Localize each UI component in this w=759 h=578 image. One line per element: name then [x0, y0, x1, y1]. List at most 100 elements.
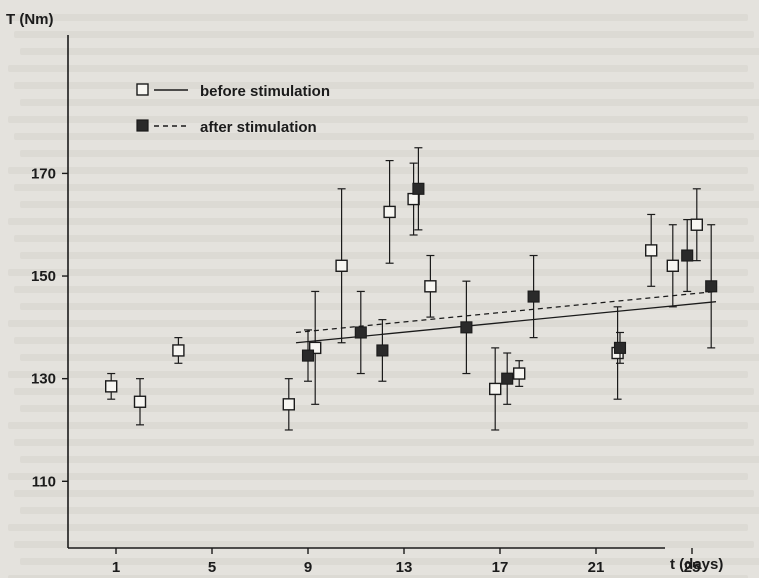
- after-stimulation-point: [705, 224, 718, 349]
- open-square-marker: [335, 259, 348, 272]
- before-stimulation-point: [383, 159, 396, 264]
- after-stimulation-point: [613, 331, 627, 364]
- background-texture-line: [14, 31, 754, 38]
- background-texture-line: [14, 235, 754, 242]
- before-stimulation-point: [104, 372, 118, 400]
- x-tick-label: 21: [588, 559, 605, 576]
- x-tick-label: 1: [112, 559, 120, 576]
- background-texture-line: [8, 320, 748, 327]
- open-square-marker: [424, 280, 437, 293]
- open-square-marker: [383, 205, 396, 219]
- background-texture-line: [8, 473, 748, 480]
- before-stimulation-point: [424, 254, 437, 318]
- before-stimulation-point: [489, 347, 502, 431]
- before-stimulation-point: [407, 162, 420, 236]
- background-texture-line: [8, 524, 748, 531]
- filled-square-marker: [301, 349, 315, 362]
- axis-ticks: 110 130 150 170 1 5 9 13 17 21 25: [31, 165, 700, 576]
- y-tick-label: 150: [31, 268, 56, 285]
- legend-label-after: after stimulation: [200, 119, 317, 136]
- before-stimulation-point: [309, 290, 322, 405]
- x-tick-label: 5: [208, 559, 216, 576]
- axes: T (Nm) t (days): [6, 11, 723, 573]
- background-texture-line: [8, 14, 748, 21]
- before-stimulation-point: [172, 337, 185, 364]
- background-texture-line: [14, 541, 754, 548]
- background-texture-line: [14, 388, 754, 395]
- background-texture-line: [20, 507, 759, 514]
- background-texture-line: [20, 456, 759, 463]
- before-stimulation-point: [645, 213, 658, 287]
- background-texture-line: [14, 286, 754, 293]
- filled-square-marker: [613, 341, 627, 354]
- open-square-marker: [282, 398, 295, 411]
- background-texture-line: [8, 269, 748, 276]
- open-square-marker: [489, 382, 502, 396]
- open-square-marker: [645, 244, 658, 257]
- filled-square-marker: [460, 321, 473, 334]
- data-points: [104, 147, 718, 431]
- background-texture-line: [14, 82, 754, 89]
- x-tick-label: 17: [492, 559, 509, 576]
- background-text-texture: [8, 14, 759, 578]
- background-texture-line: [20, 150, 759, 157]
- open-square-marker: [104, 380, 118, 393]
- background-texture-line: [20, 354, 759, 361]
- background-texture-line: [20, 558, 759, 565]
- y-tick-label: 170: [31, 165, 56, 182]
- y-axis-label: T (Nm): [6, 11, 54, 28]
- background-texture-line: [8, 65, 748, 72]
- after-stimulation-point: [460, 280, 473, 375]
- background-texture-line: [14, 184, 754, 191]
- after-stimulation-point: [681, 218, 694, 293]
- x-axis-label: t (days): [670, 556, 723, 573]
- background-texture-line: [8, 422, 748, 429]
- background-texture-line: [8, 116, 748, 123]
- background-texture-line: [14, 439, 754, 446]
- open-square-marker: [172, 344, 185, 357]
- x-tick-label: 9: [304, 559, 312, 576]
- before-stimulation-point: [513, 360, 526, 387]
- background-texture-line: [14, 133, 754, 140]
- trend-line: [295, 290, 717, 334]
- after-stimulation-point: [376, 319, 389, 382]
- filled-square-marker: [412, 182, 425, 195]
- legend-filled-square-icon: [136, 119, 149, 132]
- filled-square-marker: [501, 372, 514, 385]
- before-stimulation-point: [335, 188, 348, 344]
- open-square-marker: [690, 218, 703, 231]
- after-stimulation-point: [501, 352, 514, 405]
- legend: before stimulation after stimulation: [136, 83, 330, 136]
- background-texture-line: [20, 48, 759, 55]
- filled-square-marker: [681, 249, 694, 262]
- before-stimulation-point: [133, 378, 147, 426]
- legend-label-before: before stimulation: [200, 83, 330, 100]
- x-tick-label: 13: [396, 559, 413, 576]
- background-texture-line: [8, 575, 748, 578]
- open-square-marker: [133, 395, 147, 408]
- after-stimulation-point: [354, 290, 367, 375]
- open-square-marker: [666, 259, 679, 272]
- background-texture-line: [14, 337, 754, 344]
- filled-square-marker: [705, 280, 718, 293]
- background-texture-line: [20, 405, 759, 412]
- background-texture-line: [8, 167, 748, 174]
- open-square-marker: [407, 192, 420, 206]
- open-square-marker: [309, 341, 322, 355]
- before-stimulation-point: [690, 188, 703, 262]
- filled-square-marker: [376, 344, 389, 357]
- after-stimulation-point: [301, 329, 315, 382]
- background-texture-line: [20, 99, 759, 106]
- background-texture-line: [14, 490, 754, 497]
- filled-square-marker: [354, 326, 367, 339]
- open-square-marker: [513, 367, 526, 380]
- after-stimulation-point: [527, 254, 540, 339]
- after-stimulation-point: [412, 147, 425, 231]
- background-texture-line: [8, 218, 748, 225]
- legend-open-square-icon: [136, 83, 149, 96]
- before-stimulation-point: [666, 224, 679, 308]
- x-tick-label: 25: [684, 559, 701, 576]
- before-stimulation-point: [282, 378, 295, 431]
- y-tick-label: 110: [32, 473, 56, 490]
